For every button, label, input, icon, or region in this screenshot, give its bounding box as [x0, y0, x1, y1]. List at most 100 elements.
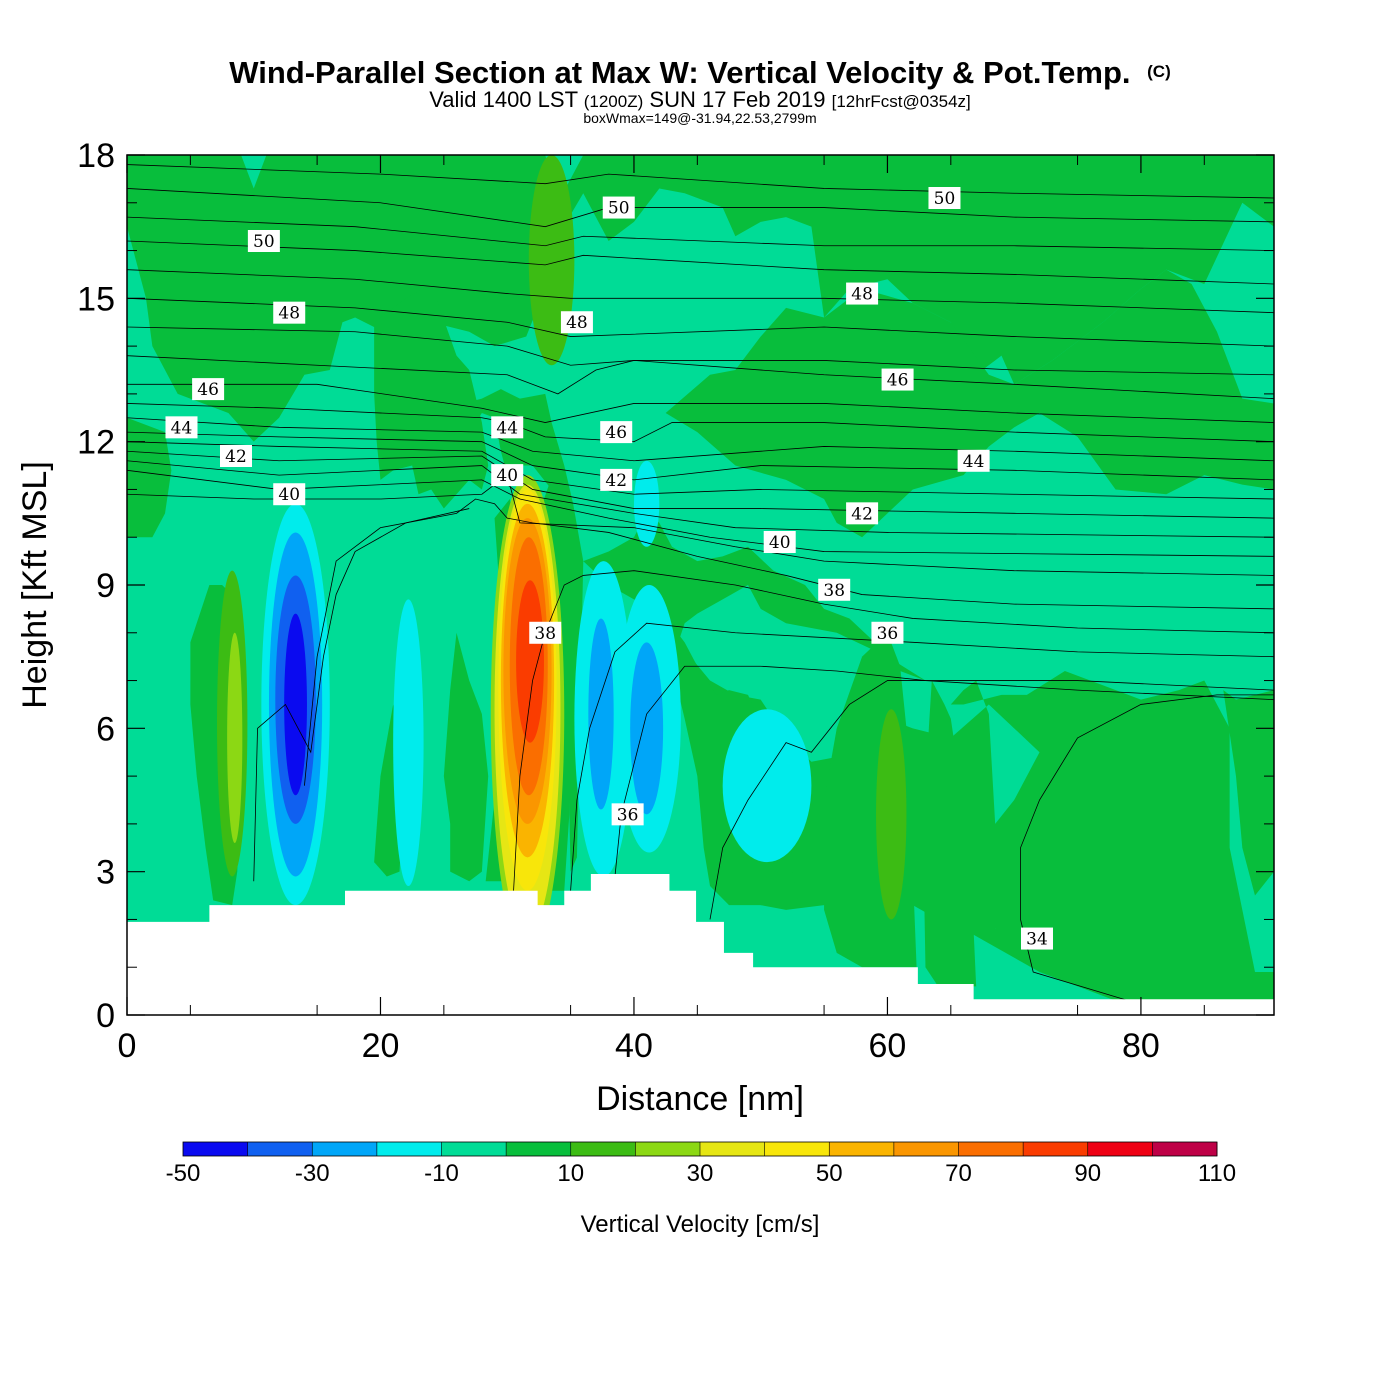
colorbar-swatch	[1087, 1142, 1153, 1156]
terrain-mask	[127, 874, 1274, 1015]
theta-label-text: 36	[617, 805, 639, 825]
w-cell-20-30	[876, 709, 907, 920]
y-tick-label: 0	[96, 997, 115, 1035]
theta-label-text: 42	[851, 504, 873, 524]
theta-contour-line	[127, 460, 1274, 538]
w-region-10-20	[127, 155, 1274, 442]
theta-label: 36	[611, 803, 644, 826]
w-cell-neg20-neg10	[633, 460, 660, 547]
theta-label-text: 50	[934, 189, 956, 209]
theta-contour-line	[127, 403, 1274, 443]
colorbar-swatch	[247, 1142, 313, 1156]
colorbar-tick-label: -50	[166, 1160, 201, 1187]
theta-contour-line	[127, 269, 1274, 314]
theta-label-text: 48	[278, 304, 300, 324]
theta-label-text: 50	[253, 232, 275, 252]
theta-label: 36	[871, 621, 904, 644]
velocity-field	[127, 155, 1274, 1015]
theta-contour-line	[614, 665, 1274, 877]
colorbar-tick-label: 110	[1198, 1160, 1236, 1187]
theta-label: 44	[491, 416, 524, 439]
theta-label: 48	[273, 301, 306, 324]
theta-contour-line	[127, 474, 1274, 576]
theta-label-text: 42	[605, 471, 627, 491]
theta-label-text: 40	[769, 533, 791, 553]
colorbar-tick-label: -30	[295, 1160, 330, 1187]
terrain	[127, 874, 1274, 1015]
y-tick-label: 15	[77, 280, 115, 318]
x-tick-label: 80	[1122, 1027, 1160, 1065]
theta-label-text: 44	[171, 418, 193, 438]
colorbar-swatch	[312, 1142, 378, 1156]
colorbar-swatch	[764, 1142, 830, 1156]
y-axis-label: Height [Kft MSL]	[16, 461, 54, 709]
w-cell-neg30-neg20	[588, 618, 614, 810]
colorbar-swatch	[1152, 1142, 1218, 1156]
theta-contour-line	[127, 164, 1274, 199]
theta-label: 48	[560, 311, 593, 334]
theta-label: 50	[928, 187, 961, 209]
y-tick-label: 3	[96, 854, 115, 892]
theta-contour-line	[127, 216, 1274, 251]
x-tick-label: 0	[118, 1027, 137, 1065]
theta-contour-line	[127, 297, 1274, 347]
theta-label: 38	[818, 578, 851, 601]
theta-label: 46	[881, 368, 914, 391]
colorbar-tick-label: 10	[557, 1160, 584, 1187]
theta-contour-line	[127, 383, 1274, 423]
x-axis-label: Distance [nm]	[596, 1080, 804, 1118]
colorbar-swatch	[893, 1142, 959, 1156]
theta-label-text: 48	[566, 313, 588, 333]
colorbar-swatch	[700, 1142, 766, 1156]
theta-label-text: 34	[1026, 930, 1048, 950]
colorbar-swatch	[570, 1142, 636, 1156]
theta-contours	[127, 164, 1274, 1002]
colorbar-swatch	[829, 1142, 895, 1156]
x-tick-label: 20	[362, 1027, 400, 1065]
theta-label-text: 38	[823, 581, 845, 601]
w-region-10-20	[443, 632, 489, 882]
theta-label-text: 50	[608, 199, 630, 219]
colorbar-tick-label: 50	[816, 1160, 843, 1187]
w-region-10-20	[922, 680, 977, 987]
w-region-10-20	[1223, 690, 1274, 896]
x-tick-label: 40	[615, 1027, 653, 1065]
theta-label: 50	[247, 230, 280, 252]
theta-label: 40	[273, 483, 306, 506]
theta-contour-line	[709, 680, 1274, 920]
theta-label: 48	[846, 282, 879, 305]
theta-label-text: 46	[197, 380, 219, 400]
theta-label-text: 42	[225, 447, 247, 467]
theta-label-text: 46	[605, 423, 627, 443]
theta-contour-line	[127, 240, 1274, 285]
theta-label: 44	[957, 449, 990, 472]
theta-label: 40	[763, 531, 796, 553]
theta-label-text: 40	[496, 466, 518, 486]
w-cell-30-40	[227, 632, 243, 844]
theta-label: 40	[491, 464, 524, 487]
theta-contour-line	[127, 450, 1274, 519]
colorbar-swatch	[1023, 1142, 1089, 1156]
colorbar-swatch	[441, 1142, 507, 1156]
colorbar-swatch	[376, 1142, 442, 1156]
colorbar-swatch	[506, 1142, 572, 1156]
theta-contour-line	[127, 441, 1274, 500]
theta-label-text: 48	[851, 285, 873, 305]
copyright-mark: (C)	[1147, 62, 1171, 81]
theta-label-text: 40	[278, 485, 300, 505]
info-line: boxWmax=149@-31.94,22.53,2799m	[583, 110, 816, 126]
w-cell-20-30	[528, 155, 575, 366]
theta-contour-line	[1020, 694, 1274, 1002]
w-region-10-20	[127, 417, 172, 538]
theta-label: 46	[600, 421, 633, 444]
w-cell-90-100	[516, 580, 544, 743]
colorbar: -50 -30 -10 10 30 50 70 90 110	[166, 1141, 1236, 1187]
y-tick-label: 12	[77, 424, 115, 462]
w-region-10-20	[374, 284, 489, 509]
w-region-10-20	[450, 389, 1274, 1001]
colorbar-swatch	[635, 1142, 701, 1156]
w-region-10-20	[665, 269, 1274, 538]
theta-label: 46	[192, 378, 225, 401]
